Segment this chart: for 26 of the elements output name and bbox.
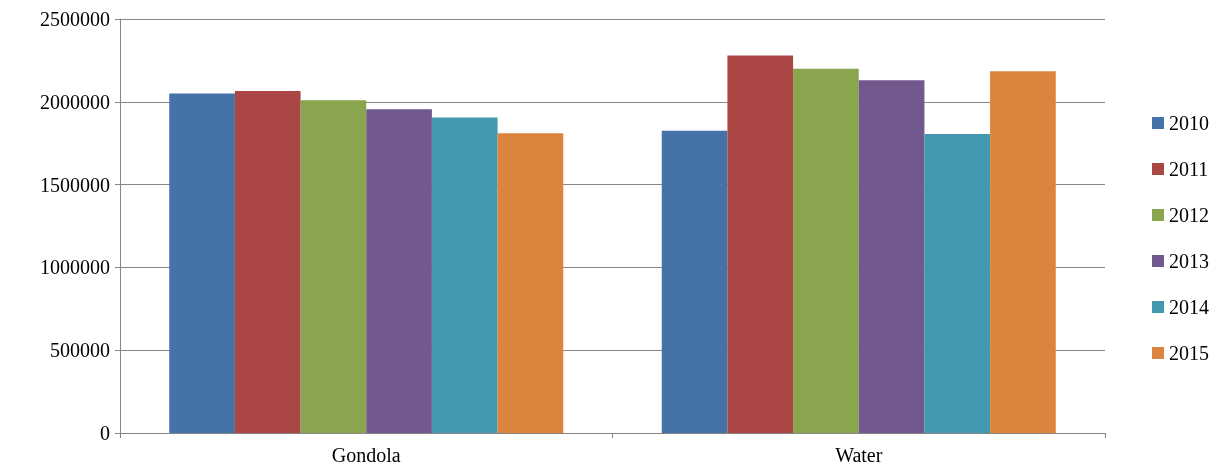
legend-label: 2012 [1169, 204, 1209, 226]
y-tick-label: 0 [100, 422, 110, 444]
legend-label: 2013 [1169, 250, 1209, 272]
bar [858, 80, 925, 433]
bar [234, 91, 301, 433]
bar [661, 130, 728, 433]
y-tick-label: 500000 [50, 339, 110, 362]
y-tick-label: 2500000 [40, 8, 110, 30]
y-tick-label: 1500000 [40, 173, 110, 196]
bar [497, 133, 564, 433]
legend-label: 2014 [1169, 296, 1209, 318]
legend-label: 2011 [1169, 158, 1209, 180]
bar [431, 117, 498, 433]
bar [169, 93, 235, 433]
bar [300, 100, 367, 433]
bar [990, 71, 1056, 433]
legend-label: 2010 [1169, 112, 1209, 134]
bar [793, 68, 859, 433]
bar [366, 109, 432, 433]
x-tick-label: Gondola [331, 444, 401, 466]
y-tick-label: 1000000 [40, 256, 110, 279]
x-tick-label: Water [835, 444, 883, 466]
y-tick-label: 2000000 [40, 90, 110, 113]
bar [727, 55, 794, 433]
bar [924, 134, 991, 433]
legend-label: 2015 [1169, 342, 1209, 364]
